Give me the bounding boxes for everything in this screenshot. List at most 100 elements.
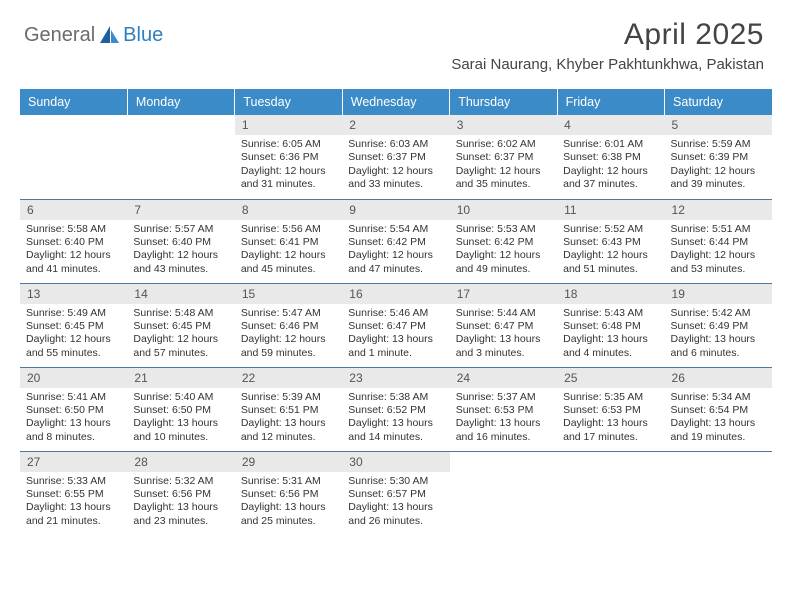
sunset-text: Sunset: 6:38 PM [563,151,658,164]
day-number: 26 [665,368,772,388]
logo-text-general: General [24,24,95,47]
daylight-text: Daylight: 12 hours and 43 minutes. [133,249,228,276]
day-info: Sunrise: 6:05 AMSunset: 6:36 PMDaylight:… [235,135,342,194]
sunset-text: Sunset: 6:56 PM [241,488,336,501]
day-info: Sunrise: 5:43 AMSunset: 6:48 PMDaylight:… [557,304,664,363]
calendar-day-cell: . [20,115,127,199]
weekday-header-row: Sunday Monday Tuesday Wednesday Thursday… [20,89,772,115]
calendar-day-cell: 6Sunrise: 5:58 AMSunset: 6:40 PMDaylight… [20,199,127,283]
calendar-day-cell: 19Sunrise: 5:42 AMSunset: 6:49 PMDayligh… [665,283,772,367]
calendar-day-cell: 14Sunrise: 5:48 AMSunset: 6:45 PMDayligh… [127,283,234,367]
day-info: Sunrise: 5:51 AMSunset: 6:44 PMDaylight:… [665,220,772,279]
calendar-day-cell: 21Sunrise: 5:40 AMSunset: 6:50 PMDayligh… [127,367,234,451]
calendar-day-cell: 10Sunrise: 5:53 AMSunset: 6:42 PMDayligh… [450,199,557,283]
day-info: Sunrise: 5:41 AMSunset: 6:50 PMDaylight:… [20,388,127,447]
calendar-day-cell: 28Sunrise: 5:32 AMSunset: 6:56 PMDayligh… [127,451,234,535]
day-number: 5 [665,115,772,135]
sunrise-text: Sunrise: 5:53 AM [456,223,551,236]
sunrise-text: Sunrise: 6:05 AM [241,138,336,151]
daylight-text: Daylight: 13 hours and 14 minutes. [348,417,443,444]
day-number: 11 [557,200,664,220]
logo-text-blue: Blue [123,24,163,47]
sunset-text: Sunset: 6:46 PM [241,320,336,333]
sunrise-text: Sunrise: 6:02 AM [456,138,551,151]
calendar-day-cell: 20Sunrise: 5:41 AMSunset: 6:50 PMDayligh… [20,367,127,451]
sunset-text: Sunset: 6:47 PM [348,320,443,333]
day-info: Sunrise: 5:40 AMSunset: 6:50 PMDaylight:… [127,388,234,447]
sunrise-text: Sunrise: 5:48 AM [133,307,228,320]
sunrise-text: Sunrise: 5:37 AM [456,391,551,404]
sunset-text: Sunset: 6:55 PM [26,488,121,501]
day-number: 13 [20,284,127,304]
daylight-text: Daylight: 13 hours and 16 minutes. [456,417,551,444]
day-number: 27 [20,452,127,472]
title-block: April 2025 Sarai Naurang, Khyber Pakhtun… [451,18,764,73]
day-info: Sunrise: 5:49 AMSunset: 6:45 PMDaylight:… [20,304,127,363]
day-number: 24 [450,368,557,388]
logo: General Blue [24,24,163,47]
day-info: Sunrise: 5:47 AMSunset: 6:46 PMDaylight:… [235,304,342,363]
sunset-text: Sunset: 6:50 PM [133,404,228,417]
sunset-text: Sunset: 6:57 PM [348,488,443,501]
calendar-day-cell: 24Sunrise: 5:37 AMSunset: 6:53 PMDayligh… [450,367,557,451]
calendar-day-cell: 26Sunrise: 5:34 AMSunset: 6:54 PMDayligh… [665,367,772,451]
sunrise-text: Sunrise: 6:01 AM [563,138,658,151]
day-number: 21 [127,368,234,388]
day-info: Sunrise: 5:53 AMSunset: 6:42 PMDaylight:… [450,220,557,279]
weekday-header: Thursday [450,89,557,115]
day-info: Sunrise: 5:48 AMSunset: 6:45 PMDaylight:… [127,304,234,363]
day-number: 18 [557,284,664,304]
daylight-text: Daylight: 12 hours and 35 minutes. [456,165,551,192]
calendar-day-cell: 7Sunrise: 5:57 AMSunset: 6:40 PMDaylight… [127,199,234,283]
calendar-day-cell: 3Sunrise: 6:02 AMSunset: 6:37 PMDaylight… [450,115,557,199]
page-subtitle: Sarai Naurang, Khyber Pakhtunkhwa, Pakis… [451,56,764,73]
sunset-text: Sunset: 6:43 PM [563,236,658,249]
day-number: 6 [20,200,127,220]
daylight-text: Daylight: 12 hours and 41 minutes. [26,249,121,276]
sunset-text: Sunset: 6:36 PM [241,151,336,164]
calendar-day-cell: 13Sunrise: 5:49 AMSunset: 6:45 PMDayligh… [20,283,127,367]
daylight-text: Daylight: 13 hours and 12 minutes. [241,417,336,444]
daylight-text: Daylight: 13 hours and 26 minutes. [348,501,443,528]
sunrise-text: Sunrise: 5:47 AM [241,307,336,320]
weekday-header: Sunday [20,89,127,115]
page-title: April 2025 [451,18,764,52]
day-number: 8 [235,200,342,220]
day-info: Sunrise: 5:59 AMSunset: 6:39 PMDaylight:… [665,135,772,194]
day-info: Sunrise: 5:44 AMSunset: 6:47 PMDaylight:… [450,304,557,363]
daylight-text: Daylight: 13 hours and 25 minutes. [241,501,336,528]
daylight-text: Daylight: 13 hours and 17 minutes. [563,417,658,444]
sunset-text: Sunset: 6:42 PM [348,236,443,249]
sunset-text: Sunset: 6:53 PM [563,404,658,417]
sunset-text: Sunset: 6:56 PM [133,488,228,501]
calendar-week-row: 13Sunrise: 5:49 AMSunset: 6:45 PMDayligh… [20,283,772,367]
calendar-day-cell: 2Sunrise: 6:03 AMSunset: 6:37 PMDaylight… [342,115,449,199]
daylight-text: Daylight: 12 hours and 31 minutes. [241,165,336,192]
daylight-text: Daylight: 12 hours and 47 minutes. [348,249,443,276]
calendar-day-cell: 12Sunrise: 5:51 AMSunset: 6:44 PMDayligh… [665,199,772,283]
calendar-day-cell: 27Sunrise: 5:33 AMSunset: 6:55 PMDayligh… [20,451,127,535]
daylight-text: Daylight: 13 hours and 6 minutes. [671,333,766,360]
day-info: Sunrise: 5:30 AMSunset: 6:57 PMDaylight:… [342,472,449,531]
day-info: Sunrise: 5:54 AMSunset: 6:42 PMDaylight:… [342,220,449,279]
calendar-table: Sunday Monday Tuesday Wednesday Thursday… [20,89,772,535]
day-number: 14 [127,284,234,304]
header: General Blue April 2025 Sarai Naurang, K… [0,0,792,79]
sunrise-text: Sunrise: 5:58 AM [26,223,121,236]
day-number: 22 [235,368,342,388]
daylight-text: Daylight: 12 hours and 49 minutes. [456,249,551,276]
calendar-day-cell: 25Sunrise: 5:35 AMSunset: 6:53 PMDayligh… [557,367,664,451]
day-number: 19 [665,284,772,304]
day-number: 10 [450,200,557,220]
day-info: Sunrise: 5:33 AMSunset: 6:55 PMDaylight:… [20,472,127,531]
sunset-text: Sunset: 6:53 PM [456,404,551,417]
day-number: 7 [127,200,234,220]
sunrise-text: Sunrise: 5:52 AM [563,223,658,236]
weekday-header: Tuesday [235,89,342,115]
sunset-text: Sunset: 6:40 PM [133,236,228,249]
day-number: 20 [20,368,127,388]
sunrise-text: Sunrise: 5:38 AM [348,391,443,404]
day-info: Sunrise: 5:37 AMSunset: 6:53 PMDaylight:… [450,388,557,447]
sunset-text: Sunset: 6:52 PM [348,404,443,417]
calendar-day-cell: 4Sunrise: 6:01 AMSunset: 6:38 PMDaylight… [557,115,664,199]
